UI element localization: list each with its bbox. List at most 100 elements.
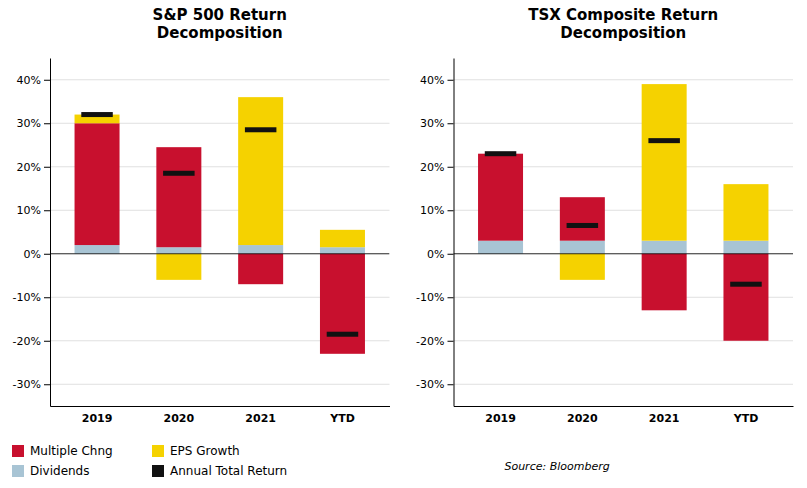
x-tick-label: 2021 (649, 412, 680, 425)
title-line: Decomposition (157, 24, 283, 42)
y-tick: -20% (416, 335, 453, 348)
y-tick-mark (44, 167, 50, 168)
title-line: S&P 500 Return (153, 6, 287, 24)
x-axis: 2019 2020 2021 YTD (51, 407, 391, 425)
y-tick-mark (44, 80, 50, 81)
y-tick-label: -30% (416, 378, 444, 391)
x-tick: YTD (733, 412, 759, 425)
y-tick: 40% (17, 74, 50, 87)
y-tick: -10% (416, 291, 453, 304)
bar (75, 123, 120, 245)
bar (723, 184, 768, 241)
total-marker (567, 223, 598, 228)
legend-item: Multiple Chng (12, 444, 113, 458)
plot-area (454, 84, 794, 341)
bar (642, 84, 687, 241)
total-marker (81, 112, 112, 117)
x-tick: 2020 (567, 412, 598, 425)
title: S&P 500 ReturnDecomposition (153, 6, 287, 42)
plot-area (50, 97, 390, 354)
bar (478, 241, 523, 254)
legend-item: Annual Total Return (152, 464, 287, 478)
grid-line (50, 384, 390, 385)
y-tick-mark (44, 210, 50, 211)
y-tick-label: 10% (17, 204, 41, 217)
total-marker (163, 171, 194, 176)
y-tick: 10% (17, 204, 50, 217)
y-tick: -20% (13, 335, 50, 348)
legend-swatch (152, 465, 164, 477)
legend-label: Dividends (30, 464, 89, 478)
y-tick-label: -10% (416, 291, 444, 304)
y-tick-label: 0% (427, 248, 444, 261)
y-tick: -30% (13, 378, 50, 391)
panel: TSX Composite ReturnDecomposition -30% -20… (416, 6, 793, 473)
total-marker (245, 127, 276, 132)
y-tick-mark (44, 341, 50, 342)
bar (320, 230, 365, 247)
y-axis-line (454, 59, 455, 407)
x-tick: 2019 (82, 412, 113, 425)
y-tick: 0% (427, 248, 453, 261)
x-tick-label: 2021 (245, 412, 276, 425)
y-tick-label: 40% (17, 74, 41, 87)
y-tick-label: 30% (17, 117, 41, 130)
bar (560, 241, 605, 254)
grid-line (454, 384, 794, 385)
y-tick-mark (44, 254, 50, 255)
bar (560, 254, 605, 280)
bar (723, 241, 768, 254)
total-marker (485, 151, 516, 156)
bar (560, 197, 605, 241)
bar (320, 254, 365, 354)
bar (156, 247, 201, 254)
y-tick: 30% (17, 117, 50, 130)
x-axis: 2019 2020 2021 YTD (454, 407, 794, 425)
y-tick: 40% (420, 74, 453, 87)
legend-swatch (12, 445, 24, 457)
x-tick: 2021 (649, 412, 680, 425)
y-tick-label: 10% (420, 204, 444, 217)
grid (50, 80, 390, 385)
y-tick-label: -20% (416, 335, 444, 348)
x-tick-label: 2020 (164, 412, 195, 425)
title-line: Decomposition (560, 24, 686, 42)
y-axis: -30% -20% -10% 0% 10% 20% 30% 40% (416, 59, 454, 407)
zero-line (50, 253, 390, 254)
y-tick-mark (44, 123, 50, 124)
y-tick-mark (448, 210, 454, 211)
grid-line (50, 79, 390, 80)
bar (238, 245, 283, 254)
panel: S&P 500 ReturnDecomposition-30%-20%-10%0… (13, 6, 390, 425)
legend-label: Annual Total Return (170, 464, 287, 478)
y-tick-mark (448, 384, 454, 385)
legend-label: Multiple Chng (30, 444, 113, 458)
title-line: TSX Composite Return (528, 6, 718, 24)
bar (723, 254, 768, 341)
bar (642, 254, 687, 311)
y-tick-label: -20% (13, 335, 41, 348)
x-tick-label: 2019 (82, 412, 113, 425)
grid-line (454, 123, 794, 124)
x-tick-label: YTD (329, 412, 355, 425)
y-tick: 20% (420, 161, 453, 174)
x-tick-label: 2019 (485, 412, 516, 425)
y-tick-mark (448, 341, 454, 342)
y-axis-line (50, 59, 51, 407)
legend: Multiple Chng EPS Growth Dividends Annual T… (12, 444, 287, 478)
total-marker (730, 282, 761, 287)
x-tick: YTD (329, 412, 355, 425)
bar (642, 241, 687, 254)
x-tick: 2020 (164, 412, 195, 425)
legend-label: EPS Growth (170, 444, 240, 458)
legend-item: Dividends (12, 464, 89, 478)
grid-line (454, 253, 794, 254)
legend-swatch (12, 465, 24, 477)
y-tick: 30% (420, 117, 453, 130)
y-tick-label: 20% (420, 161, 444, 174)
y-tick: -30% (416, 378, 453, 391)
y-tick-label: 40% (420, 74, 444, 87)
x-tick-label: 2020 (567, 412, 598, 425)
y-tick-label: 30% (420, 117, 444, 130)
bar (238, 254, 283, 284)
